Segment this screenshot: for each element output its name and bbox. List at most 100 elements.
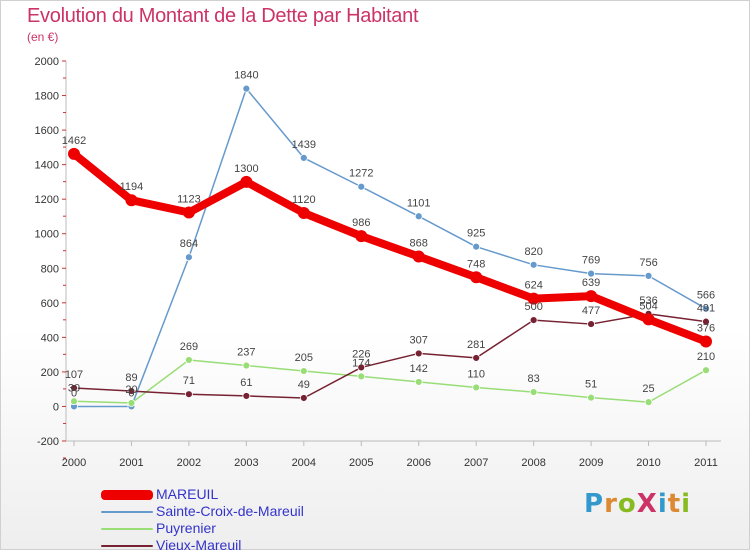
- data-point-puyrenier: [702, 366, 710, 375]
- data-label: 30: [68, 382, 80, 394]
- data-label: 925: [467, 228, 485, 240]
- y-tick-label: 1600: [35, 125, 59, 137]
- data-point-vieux-mareuil: [587, 320, 595, 328]
- x-tick-label: 2007: [464, 457, 488, 469]
- data-point-sainte-croix-de-mareuil: [299, 153, 308, 162]
- data-point-vieux-mareuil: [357, 363, 366, 372]
- x-tick-label: 2009: [579, 457, 603, 469]
- data-label: 864: [180, 238, 198, 250]
- x-tick-label: 2008: [521, 457, 545, 469]
- x-tick-label: 2000: [62, 457, 86, 469]
- data-point-sainte-croix-de-mareuil: [702, 304, 710, 313]
- data-label: 174: [352, 357, 370, 369]
- data-point-vieux-mareuil: [299, 394, 308, 402]
- data-label: 1840: [234, 70, 258, 82]
- data-label: 376: [697, 323, 715, 335]
- data-label: 500: [524, 301, 542, 313]
- data-point-mareuil: [355, 230, 368, 243]
- data-label: 51: [585, 379, 597, 391]
- y-tick-label: 1200: [35, 194, 59, 206]
- data-label: 269: [180, 341, 198, 353]
- data-label: 0: [128, 387, 134, 399]
- y-tick-label: 400: [41, 332, 59, 344]
- data-label: 89: [125, 372, 137, 384]
- data-label: 61: [240, 377, 252, 389]
- data-point-puyrenier: [70, 397, 78, 406]
- data-point-sainte-croix-de-mareuil: [644, 271, 653, 280]
- data-label: 477: [582, 305, 600, 317]
- data-point-vieux-mareuil: [529, 316, 538, 324]
- data-point-mareuil: [412, 250, 425, 263]
- data-point-sainte-croix-de-mareuil: [357, 182, 366, 191]
- data-label: 71: [183, 375, 195, 387]
- data-point-vieux-mareuil: [702, 317, 710, 326]
- x-tick-label: 2011: [694, 457, 718, 469]
- data-label: 1123: [177, 193, 201, 205]
- y-tick-label: -200: [37, 436, 59, 448]
- y-tick-label: 1800: [35, 91, 59, 103]
- series-line-puyrenier: [73, 359, 707, 404]
- data-point-mareuil: [527, 292, 540, 305]
- data-point-vieux-mareuil: [472, 354, 481, 362]
- data-label: 1101: [407, 197, 431, 209]
- data-label: 986: [352, 217, 370, 229]
- data-point-mareuil: [125, 194, 138, 207]
- x-tick-label: 2010: [636, 457, 660, 469]
- x-tick-label: 2005: [349, 457, 373, 469]
- data-label: 566: [697, 290, 715, 302]
- data-point-mareuil: [68, 147, 80, 160]
- data-label: 110: [467, 368, 485, 380]
- data-point-vieux-mareuil: [127, 387, 136, 395]
- data-point-vieux-mareuil: [70, 384, 78, 392]
- data-label: 281: [467, 339, 485, 351]
- data-point-puyrenier: [357, 372, 366, 381]
- data-point-mareuil: [642, 313, 655, 326]
- data-label: 868: [410, 238, 428, 250]
- data-label: 820: [524, 246, 542, 258]
- data-point-puyrenier: [414, 378, 423, 386]
- series-line-sainte-croix-de-mareuil: [73, 87, 707, 408]
- data-label: 83: [528, 373, 540, 385]
- y-tick-label: 600: [41, 298, 59, 310]
- data-point-vieux-mareuil: [185, 390, 193, 399]
- data-label: 1272: [349, 168, 373, 180]
- legend-label: Sainte-Croix-de-Mareuil: [156, 503, 304, 519]
- data-point-puyrenier: [472, 383, 481, 392]
- legend-label: MAREUIL: [156, 486, 219, 502]
- y-tick-label: 800: [41, 263, 59, 275]
- data-label: 0: [71, 387, 77, 399]
- data-point-puyrenier: [644, 398, 653, 407]
- x-tick-label: 2003: [234, 457, 258, 469]
- data-label: 226: [352, 348, 370, 360]
- data-label: 639: [582, 277, 600, 289]
- data-label: 205: [295, 352, 313, 364]
- data-label: 49: [298, 379, 310, 391]
- y-tick-label: 0: [53, 401, 59, 413]
- data-point-mareuil: [470, 271, 483, 284]
- data-point-puyrenier: [529, 388, 538, 397]
- legend-swatch: [101, 545, 153, 547]
- y-tick-label: 1400: [35, 160, 59, 172]
- data-label: 1194: [120, 181, 144, 193]
- data-point-sainte-croix-de-mareuil: [242, 84, 251, 93]
- legend-swatch: [101, 511, 153, 513]
- data-label: 748: [467, 258, 485, 270]
- series-line-vieux-mareuil: [73, 313, 707, 399]
- x-tick-label: 2006: [406, 457, 430, 469]
- data-point-vieux-mareuil: [414, 349, 423, 358]
- data-label: 536: [639, 295, 657, 307]
- legend-swatch: [101, 490, 153, 500]
- data-point-puyrenier: [587, 393, 595, 402]
- data-label: 142: [410, 363, 428, 375]
- data-point-mareuil: [700, 335, 712, 348]
- data-point-puyrenier: [127, 399, 136, 407]
- data-label: 504: [639, 300, 657, 312]
- data-point-sainte-croix-de-mareuil: [185, 253, 193, 262]
- chart-title: Evolution du Montant de la Dette par Hab…: [27, 5, 419, 27]
- data-label: 491: [697, 303, 715, 315]
- x-tick-label: 2004: [292, 457, 316, 469]
- data-label: 307: [410, 334, 428, 346]
- data-point-sainte-croix-de-mareuil: [587, 269, 595, 278]
